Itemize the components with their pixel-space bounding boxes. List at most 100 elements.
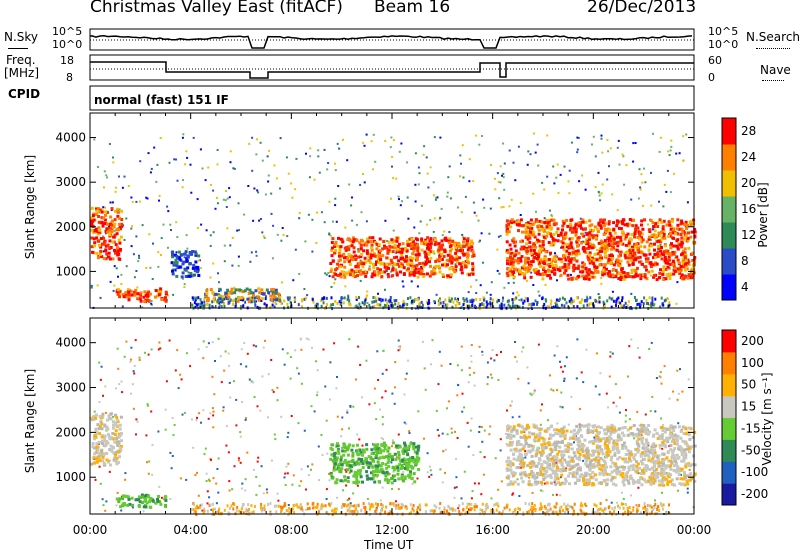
scatter-cell [245, 509, 247, 513]
echo-cell [164, 504, 167, 507]
echo-cell [173, 261, 176, 265]
scatter-cell [611, 290, 614, 293]
scatter-cell [338, 300, 341, 304]
echo-cell [137, 498, 140, 502]
scatter-cell [157, 348, 160, 351]
freq-tick-bottom: 8 [66, 71, 73, 84]
scatter-cell [618, 411, 621, 414]
scatter-cell [390, 510, 393, 514]
scatter-cell [370, 503, 373, 507]
echo-cell [375, 247, 379, 251]
echo-cell [507, 267, 511, 271]
echo-cell [562, 221, 566, 225]
freq-label: Freq. [6, 53, 36, 67]
scatter-cell [518, 299, 521, 301]
scatter-cell [552, 305, 555, 309]
scatter-cell [340, 435, 343, 438]
echo-cell [247, 291, 251, 295]
scatter-cell [207, 166, 210, 169]
echo-cell [607, 270, 611, 273]
scatter-cell [602, 300, 605, 304]
echo-cell [510, 218, 514, 222]
echo-cell [514, 258, 518, 262]
echo-cell [636, 236, 640, 239]
echo-cell [581, 218, 585, 222]
echo-cell [619, 236, 623, 240]
echo-cell [387, 275, 390, 279]
scatter-cell [211, 407, 214, 410]
echo-cell [413, 271, 417, 275]
echo-cell [596, 252, 600, 256]
scatter-cell [390, 461, 393, 464]
scatter-cell [479, 303, 482, 307]
echo-cell [405, 255, 408, 259]
scatter-cell [260, 502, 263, 506]
echo-cell [413, 269, 417, 273]
echo-cell [677, 261, 681, 265]
echo-cell [633, 232, 637, 235]
echo-cell [431, 272, 435, 276]
scatter-cell [255, 250, 258, 253]
echo-cell [427, 247, 431, 251]
echo-cell [362, 249, 366, 253]
scatter-cell [484, 508, 487, 512]
scatter-cell [193, 301, 196, 305]
echo-cell [194, 252, 198, 256]
echo-cell [603, 246, 606, 250]
echo-cell [371, 262, 375, 266]
scatter-cell [675, 302, 678, 305]
scatter-cell [294, 349, 297, 352]
scatter-cell [148, 233, 151, 236]
scatter-cell [304, 240, 307, 243]
scatter-cell [230, 504, 233, 508]
scatter-cell [271, 303, 274, 307]
scatter-cell [559, 360, 561, 363]
scatter-cell [439, 468, 442, 471]
scatter-cell [225, 206, 228, 208]
scatter-cell [194, 305, 197, 309]
echo-cell [672, 229, 676, 233]
scatter-cell [488, 433, 491, 436]
echo-cell [441, 275, 445, 278]
scatter-cell [334, 278, 337, 281]
scatter-cell [303, 288, 306, 290]
echo-cell [278, 295, 282, 299]
scatter-cell [384, 304, 387, 308]
scatter-cell [580, 502, 583, 506]
scatter-cell [510, 198, 513, 201]
echo-cell [543, 270, 547, 273]
scatter-cell [568, 192, 571, 195]
echo-cell [438, 258, 442, 261]
echo-cell [415, 256, 419, 260]
echo-cell [648, 261, 652, 265]
scatter-cell [159, 347, 162, 350]
scatter-cell [616, 209, 619, 212]
echo-cell [570, 245, 574, 249]
scatter-cell [355, 304, 358, 308]
scatter-cell [240, 348, 243, 351]
scatter-cell [238, 509, 241, 513]
echo-cell [101, 454, 105, 457]
echo-cell [134, 288, 138, 292]
scatter-cell [165, 380, 168, 383]
scatter-cell [146, 404, 149, 407]
scatter-cell [603, 511, 606, 515]
echo-cell [247, 300, 251, 304]
echo-cell [645, 240, 649, 244]
echo-cell [98, 415, 102, 418]
scatter-cell [460, 211, 463, 214]
scatter-cell [451, 305, 454, 309]
echo-cell [527, 263, 531, 267]
echo-cell [638, 233, 642, 237]
echo-cell [377, 251, 381, 254]
scatter-cell [272, 390, 275, 393]
scatter-cell [201, 509, 204, 512]
scatter-cell [454, 303, 457, 307]
echo-cell [227, 291, 231, 295]
echo-cell [471, 262, 475, 266]
scatter-cell [391, 439, 394, 442]
scatter-cell [320, 299, 323, 303]
echo-cell [352, 250, 356, 254]
echo-cell [378, 237, 382, 241]
scatter-cell [461, 502, 464, 506]
